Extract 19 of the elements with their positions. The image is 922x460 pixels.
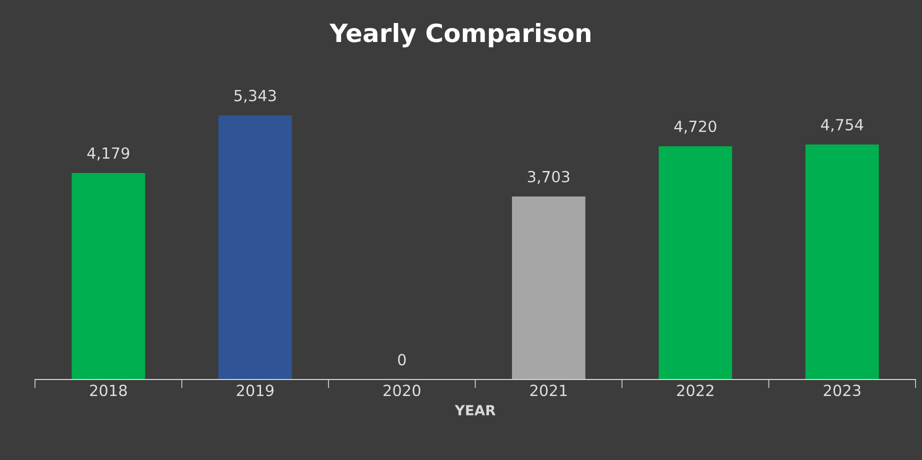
x-axis-title: YEAR xyxy=(454,405,496,416)
bar xyxy=(512,196,586,380)
data-label: 0 xyxy=(398,354,406,366)
data-label: 5,343 xyxy=(234,90,276,103)
x-tick-label: 2020 xyxy=(384,384,420,396)
data-label: 4,720 xyxy=(674,120,716,134)
data-label: 4,754 xyxy=(821,119,864,132)
x-tick-label: 2021 xyxy=(530,384,567,396)
bar xyxy=(218,115,292,380)
x-tick-label: 2022 xyxy=(677,384,714,396)
bar xyxy=(72,172,146,380)
data-label: 4,179 xyxy=(87,147,130,160)
x-tick-label: 2018 xyxy=(90,384,127,396)
bar xyxy=(658,146,732,380)
bar xyxy=(805,144,879,380)
x-tick-label: 2023 xyxy=(824,384,860,396)
data-label: 3,703 xyxy=(528,170,570,184)
chart-title: Yearly Comparison xyxy=(329,23,590,48)
x-tick-label: 2019 xyxy=(236,384,274,396)
